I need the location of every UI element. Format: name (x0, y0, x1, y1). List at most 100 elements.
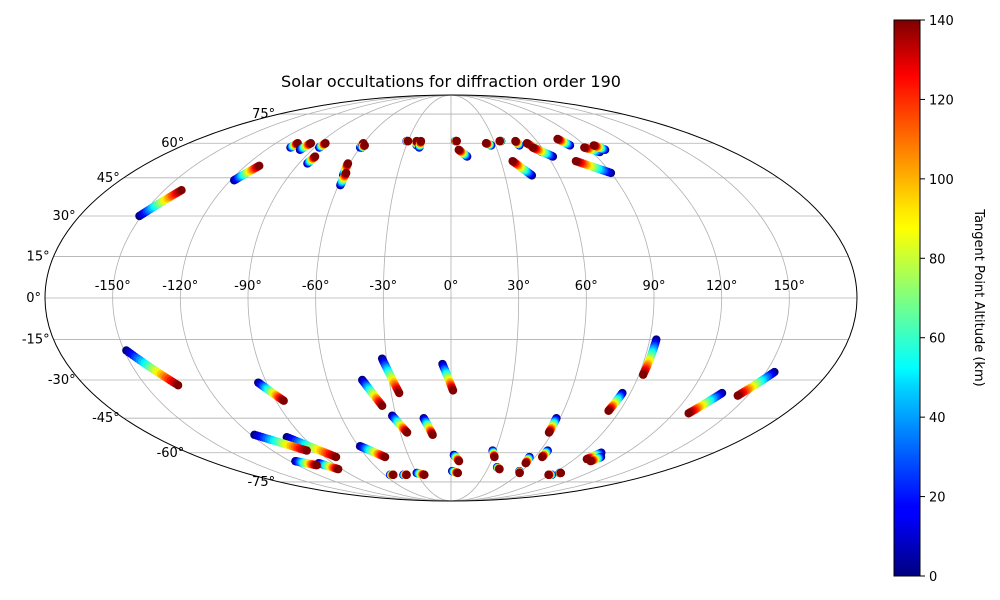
occultation-track (336, 168, 351, 190)
occultation-track (544, 470, 557, 480)
latitude-tick-label: -45° (92, 411, 120, 426)
track-point (420, 470, 429, 480)
occultation-track (488, 446, 499, 462)
occultation-track (254, 378, 288, 405)
track-point (733, 391, 742, 400)
occultation-track (521, 452, 534, 468)
longitude-tick-label: 30° (507, 279, 530, 294)
colorbar-tick-label: 0 (929, 570, 937, 585)
occultation-track (515, 466, 524, 478)
occultation-track (553, 134, 575, 150)
longitude-tick-label: 0° (444, 279, 459, 294)
occultation-track (589, 141, 610, 154)
occultation-track (481, 139, 496, 150)
occultation-track (135, 186, 186, 221)
track-point (511, 136, 520, 146)
track-point (402, 428, 412, 437)
track-point (255, 161, 264, 171)
occultation-track (314, 459, 343, 474)
longitude-tick-label: -120° (162, 279, 198, 294)
occultation-track (544, 413, 561, 437)
latitude-tick-label: 60° (161, 136, 184, 151)
occultation-track (291, 456, 321, 470)
occultation-track (419, 413, 437, 440)
colorbar-gradient (893, 19, 921, 577)
colorbar-tick-label: 100 (929, 173, 954, 188)
track-point (528, 143, 537, 152)
track-point (544, 470, 553, 480)
track-point (380, 452, 390, 462)
track-point (638, 370, 648, 379)
occultation-track (357, 141, 369, 152)
colorbar-label: Tangent Point Altitude (km) (971, 208, 986, 386)
longitude-tick-labels: -150° -120° -90° -60° -30° 0° 30° 60° 90° 120° 150… (95, 279, 805, 294)
occultation-track (508, 156, 537, 180)
latitude-tick-label: 75° (252, 107, 275, 122)
track-point (306, 139, 316, 148)
longitude-tick-label: 150° (774, 279, 805, 294)
track-point (490, 452, 499, 462)
longitude-tick-label: -30° (369, 279, 397, 294)
latitude-tick-label: -30° (48, 373, 76, 388)
occultation-track (303, 152, 320, 168)
latitude-tick-label: 45° (97, 171, 120, 186)
track-point (416, 136, 426, 146)
track-point (580, 143, 589, 152)
occultation-track (358, 375, 387, 410)
colorbar-tick-label: 80 (929, 252, 946, 267)
colorbar-ticks: 0 20 40 60 80 100 120 140 (920, 14, 954, 585)
map-boundary (44, 94, 858, 502)
track-point (389, 470, 398, 480)
track-point (589, 141, 598, 150)
chart-title: Solar occultations for diffraction order… (281, 72, 621, 91)
occultation-track (385, 470, 398, 480)
track-point (537, 452, 547, 462)
occultation-track (511, 136, 524, 150)
longitude-tick-label: 60° (575, 279, 598, 294)
track-point (394, 388, 404, 398)
track-point (453, 468, 463, 478)
latitude-tick-label: -15° (22, 333, 50, 348)
occultation-track (315, 139, 330, 152)
colorbar: 0 20 40 60 80 100 120 140 Tangent Point Altitud… (893, 14, 986, 585)
track-point (481, 139, 491, 148)
track-point (402, 470, 411, 480)
track-point (331, 452, 341, 462)
occultation-track (449, 450, 464, 466)
occultation-track (122, 346, 183, 390)
track-point (556, 468, 565, 478)
graticule-grid (45, 95, 857, 501)
occultation-tracks (122, 134, 779, 480)
colorbar-tick-label: 40 (929, 411, 946, 426)
colorbar-tick-label: 120 (929, 93, 954, 108)
track-point (428, 430, 437, 440)
track-point (448, 386, 458, 395)
occultation-track (229, 161, 264, 185)
track-point (553, 134, 562, 144)
longitude-tick-label: -60° (302, 279, 330, 294)
occultation-track (454, 145, 472, 161)
track-point (377, 401, 387, 410)
occultation-track (447, 466, 463, 478)
latitude-tick-labels: -75° -60° -45° -30° -15° 0° 15° 30° 45° 60° 75° (22, 107, 275, 490)
track-point (360, 141, 369, 150)
occultation-track (414, 136, 426, 152)
track-point (508, 156, 517, 166)
occultation-track (295, 139, 316, 154)
track-point (310, 152, 320, 161)
occultation-track (528, 143, 558, 161)
occultation-track (586, 452, 606, 466)
track-point (454, 145, 463, 154)
track-point (571, 156, 581, 166)
occultation-track (438, 359, 458, 395)
track-point (334, 464, 343, 474)
longitude-tick-label: -90° (234, 279, 262, 294)
latitude-tick-label: -60° (157, 446, 185, 461)
track-point (452, 136, 461, 146)
longitude-tick-label: 90° (642, 279, 665, 294)
occultation-track (388, 411, 412, 437)
track-point (454, 456, 464, 466)
occultation-track (377, 354, 404, 398)
track-point (403, 136, 413, 146)
